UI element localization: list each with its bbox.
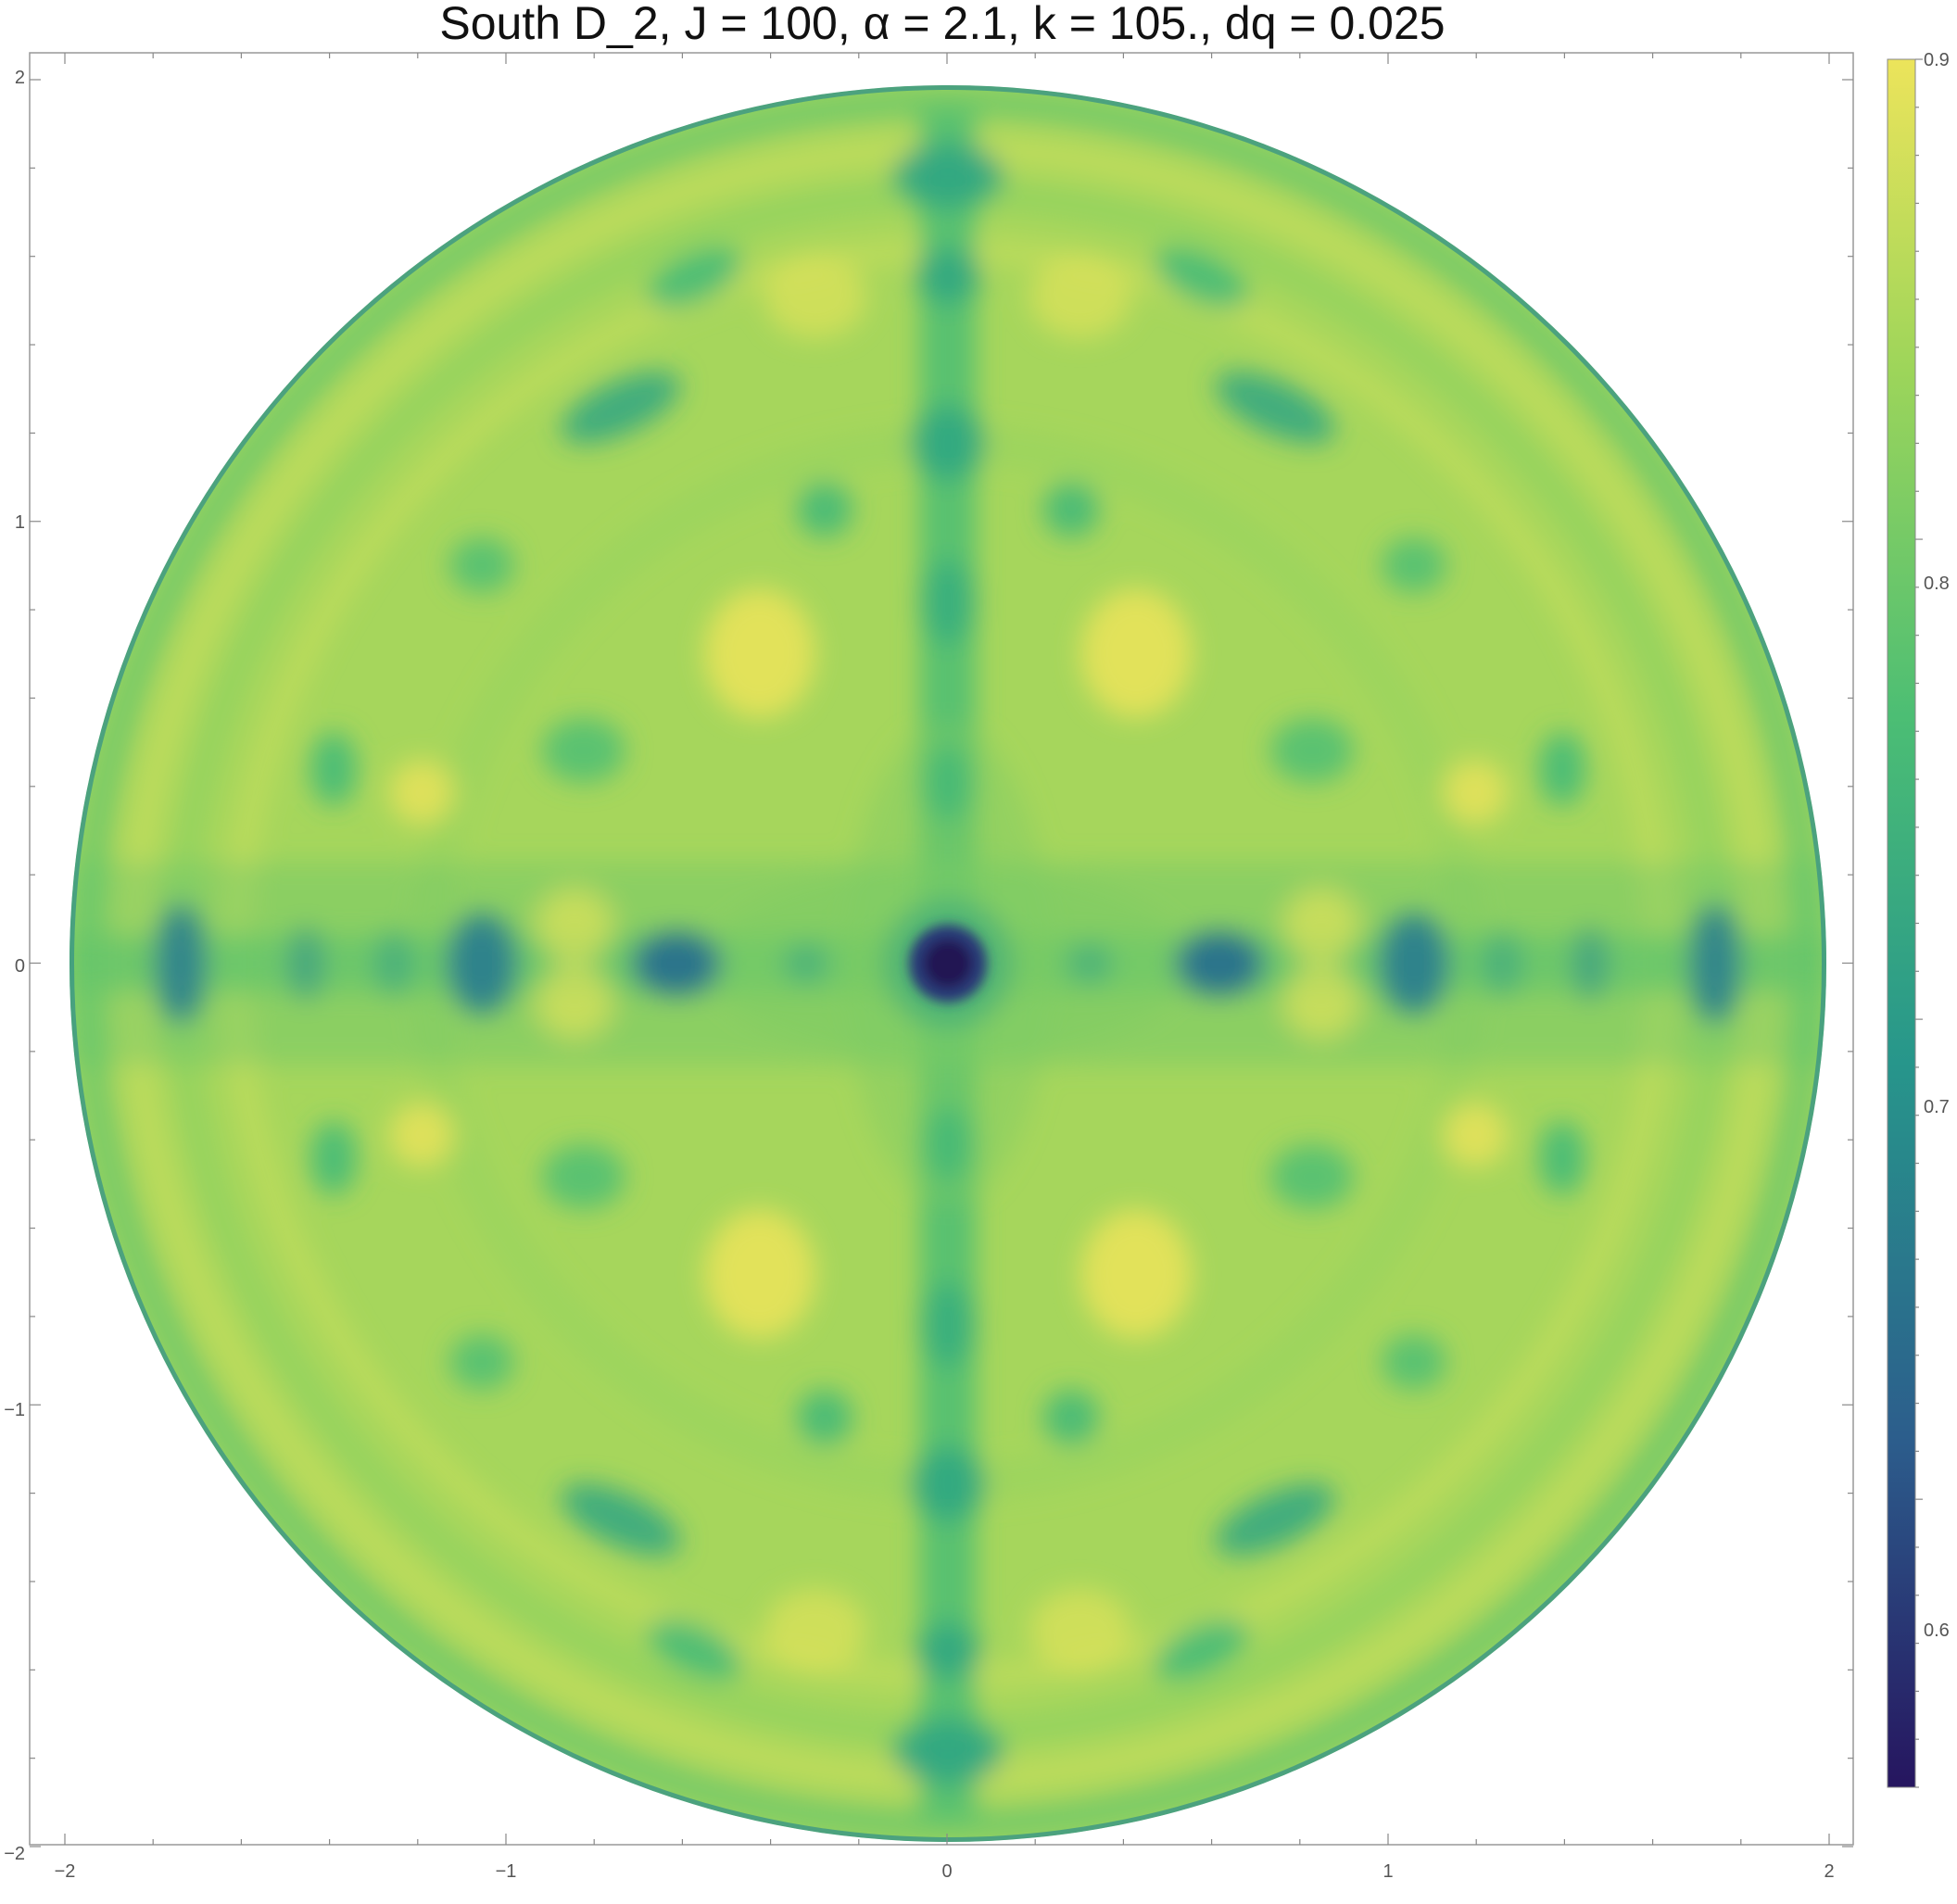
y-axis-ticks <box>30 79 1853 1847</box>
x-axis-ticks <box>64 53 1830 1845</box>
colorbar-label: 0.9 <box>1924 50 1950 70</box>
x-tick-label: 0 <box>941 1861 952 1882</box>
x-tick-label: −2 <box>55 1861 76 1882</box>
colorbar-gradient <box>1887 58 1916 1788</box>
y-tick-label: −2 <box>4 1844 25 1864</box>
y-tick-label: −1 <box>4 1400 25 1420</box>
colorbar-ticks <box>1915 58 1923 1788</box>
colorbar-label: 0.8 <box>1924 574 1950 594</box>
x-tick-label: 1 <box>1383 1861 1393 1882</box>
colorbar-label: 0.7 <box>1924 1097 1950 1117</box>
chart-title: South D_2, J = 100, α = 2.1, k = 105., d… <box>439 0 1445 49</box>
y-tick-label: 2 <box>15 68 25 88</box>
colorbar: 0.9 0.8 0.7 0.6 <box>1887 50 1950 1788</box>
y-tick-label: 0 <box>15 956 25 977</box>
plot-frame <box>29 52 1854 1846</box>
x-tick-label: −1 <box>496 1861 517 1882</box>
x-tick-label: 2 <box>1824 1861 1834 1882</box>
heatmap-disk <box>69 85 1826 1842</box>
colorbar-label: 0.6 <box>1924 1620 1950 1641</box>
y-tick-label: 1 <box>15 512 25 533</box>
